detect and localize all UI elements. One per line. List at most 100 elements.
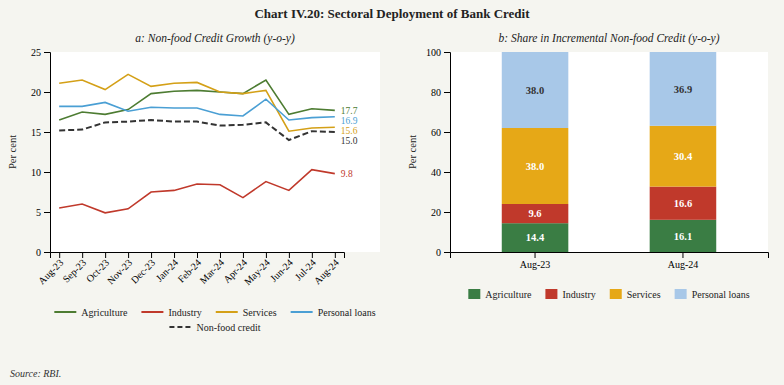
- chart-title: a: Non-food Credit Growth (y-o-y): [135, 32, 295, 45]
- tick-label: 15: [31, 127, 41, 138]
- tick-label: Nov-23: [105, 257, 134, 286]
- tick-mark: [243, 252, 244, 258]
- tick-mark: [312, 252, 313, 258]
- axis: 0510152025: [31, 47, 51, 258]
- tick-mark: [444, 92, 450, 93]
- tick-mark: [44, 212, 50, 213]
- legend-label: Industry: [562, 289, 595, 300]
- tick-label: 0: [436, 247, 441, 258]
- line: [59, 80, 335, 120]
- tick-mark: [444, 52, 450, 53]
- data-label: 30.4: [674, 151, 693, 162]
- data-label: 38.0: [526, 85, 544, 96]
- tick-label: 20: [431, 207, 441, 218]
- tick-label: 60: [431, 127, 441, 138]
- tick: 5: [36, 207, 50, 218]
- legend-item: Personal loans: [675, 289, 750, 300]
- data-label: 36.9: [674, 84, 692, 95]
- tick: May-24: [242, 252, 272, 287]
- axis-line: [444, 53, 451, 253]
- tick-label: Aug-23: [520, 259, 551, 270]
- axis: Aug-23 Aug-24: [451, 252, 769, 270]
- tick-mark: [105, 252, 106, 258]
- chart-title: b: Share in Incremental Non-food Credit …: [499, 32, 720, 45]
- tick: 40: [431, 167, 450, 178]
- legend-swatch: [610, 289, 622, 299]
- figure-title: Chart IV.20: Sectoral Deployment of Bank…: [254, 6, 530, 21]
- bar: [650, 220, 717, 252]
- tick: 100: [426, 47, 450, 58]
- tick: Aug-24: [668, 252, 699, 270]
- marks: [59, 74, 335, 212]
- tick: 20: [431, 207, 450, 218]
- legend-item: Services: [216, 307, 277, 318]
- data-label: 15.0: [341, 136, 358, 146]
- tick-mark: [128, 252, 129, 258]
- legend-label: Services: [627, 289, 661, 300]
- tick: 10: [31, 167, 50, 178]
- bar: [502, 52, 569, 128]
- tick-mark: [44, 52, 50, 53]
- legend-swatch: [141, 311, 163, 313]
- legend-swatch: [216, 311, 238, 313]
- tick-mark: [44, 132, 50, 133]
- data-label: 15.6: [341, 126, 358, 136]
- legend-label: Agriculture: [485, 289, 532, 300]
- tick: 0: [436, 247, 450, 258]
- tick-mark: [444, 252, 450, 253]
- tick: 15: [31, 127, 50, 138]
- legend-item: Non-food credit: [169, 322, 260, 333]
- tick: Aug-23: [36, 252, 65, 286]
- data-label: 16.1: [674, 231, 692, 242]
- legend-swatch: [291, 311, 313, 313]
- data-label: 16.6: [674, 198, 692, 209]
- tick-mark: [197, 252, 198, 258]
- bar: [502, 128, 569, 204]
- tick-mark: [289, 252, 290, 258]
- legend-swatch: [54, 311, 76, 313]
- tick-mark: [535, 252, 536, 258]
- tick-label: 25: [31, 47, 41, 58]
- tick-label: 0: [36, 247, 41, 258]
- data-label: 16.9: [341, 116, 358, 126]
- tick-mark: [444, 212, 450, 213]
- tick-mark: [266, 252, 267, 258]
- data-label: 38.0: [526, 161, 544, 172]
- axis-line: [51, 253, 345, 259]
- tick-label: 10: [31, 167, 41, 178]
- data-label: 9.8: [341, 169, 353, 179]
- data-label: 14.4: [526, 232, 545, 243]
- data-label: 9.6: [528, 208, 541, 219]
- panel: b: Share in Incremental Non-food Credit …: [407, 32, 769, 300]
- tick-mark: [174, 252, 175, 258]
- axis-line: [44, 53, 51, 253]
- axis: 0 20 40 60 80 100: [426, 47, 451, 258]
- tick-mark: [44, 252, 50, 253]
- bar: [502, 204, 569, 223]
- data-labels: 14.4 16.1 9.6 16.6 38.0 30.4 38.0 36.9: [526, 84, 693, 244]
- tick-label: Jun-24: [268, 257, 295, 284]
- legend-swatch: [169, 326, 191, 328]
- tick: Jun-24: [268, 252, 295, 284]
- tick-mark: [151, 252, 152, 258]
- tick: Aug-24: [312, 252, 341, 286]
- legend: Agriculture Industry Services Personal loan…: [468, 289, 749, 300]
- tick: Sep-23: [60, 252, 88, 285]
- legend-item: Services: [610, 289, 661, 300]
- line: [59, 99, 335, 120]
- bar: [650, 52, 717, 126]
- tick: Dec-23: [129, 252, 158, 286]
- tick: 0: [36, 247, 50, 258]
- chart: Chart IV.20: Sectoral Deployment of Bank…: [0, 0, 784, 385]
- tick-label: 5: [36, 207, 41, 218]
- tick-mark: [444, 172, 450, 173]
- tick-label: Aug-23: [36, 257, 65, 286]
- legend-swatch: [468, 289, 480, 299]
- legend-swatch: [675, 289, 687, 299]
- annotation: Source: RBI.: [10, 368, 61, 379]
- tick-mark: [335, 252, 336, 258]
- tick-label: 80: [431, 87, 441, 98]
- tick-mark: [59, 252, 60, 258]
- tick: 60: [431, 127, 450, 138]
- bar: [650, 187, 717, 220]
